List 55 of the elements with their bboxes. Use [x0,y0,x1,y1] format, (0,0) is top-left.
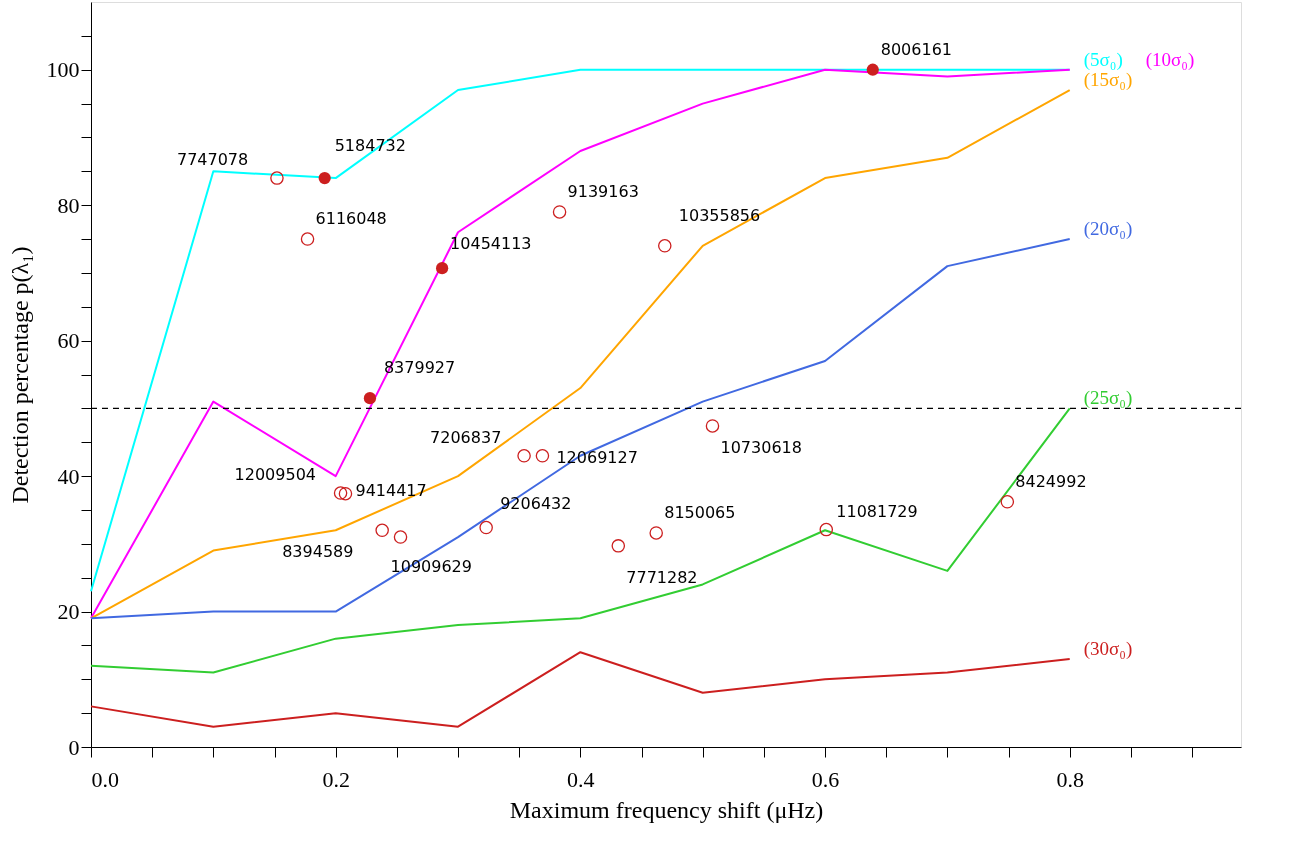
series-label: (15σ₀) [1083,69,1133,92]
point [270,171,284,185]
annotation: 9414417 [355,480,427,500]
point [866,63,879,76]
annotation: 8150065 [664,502,736,522]
x-tick-label: 0.2 [322,766,350,792]
annotation: 8424992 [1015,471,1087,491]
line-series [90,651,1071,728]
point [535,449,550,463]
point [705,419,720,433]
series-label: (5σ₀) [1083,48,1123,71]
annotation: 12009504 [234,465,317,485]
annotation: 7206837 [430,427,502,447]
point [479,520,493,535]
point [649,526,663,540]
point [375,523,389,538]
series-label: (25σ₀) [1083,387,1133,410]
annotation: 8006161 [880,39,953,59]
point [611,539,626,553]
annotation: 9139163 [567,181,639,201]
annotation: 8394589 [282,542,354,562]
point [300,232,315,246]
point [333,486,348,500]
annotation: 10454113 [450,234,532,254]
annotation: 10730618 [720,437,802,457]
series-label: (20σ₀) [1083,218,1133,241]
point [517,449,531,463]
point [435,262,449,275]
x-tick-label: 0.8 [1056,766,1084,792]
point [318,171,331,185]
point [658,239,672,253]
point [552,205,567,219]
point [1000,495,1015,509]
x-tick-label: 0.4 [567,766,595,792]
y-tick-label: 100 [46,57,80,83]
y-axis-title: Detection percentage p(λ₁) [6,246,33,504]
y-tick-label: 0 [68,734,80,760]
x-tick-label: 0.0 [91,766,119,792]
y-tick-label: 20 [57,599,80,625]
annotation: 7747078 [176,150,249,170]
annotation: 10355856 [678,205,761,225]
x-tick-label: 0.6 [811,766,840,792]
annotation: 7771282 [626,567,698,587]
series-label: (30σ₀) [1083,637,1133,660]
y-tick-label: 60 [57,328,80,354]
point [338,486,353,501]
x-axis-title: Maximum frequency shift (μHz) [509,796,824,823]
point [363,392,377,405]
annotation: 6116048 [315,209,387,229]
annotation: 11081729 [836,501,918,521]
text: (10σ₀) [1145,48,1195,71]
point [819,522,834,537]
y-tick-label: 80 [57,192,80,218]
y-tick-label: 40 [57,463,80,489]
point [393,530,408,544]
